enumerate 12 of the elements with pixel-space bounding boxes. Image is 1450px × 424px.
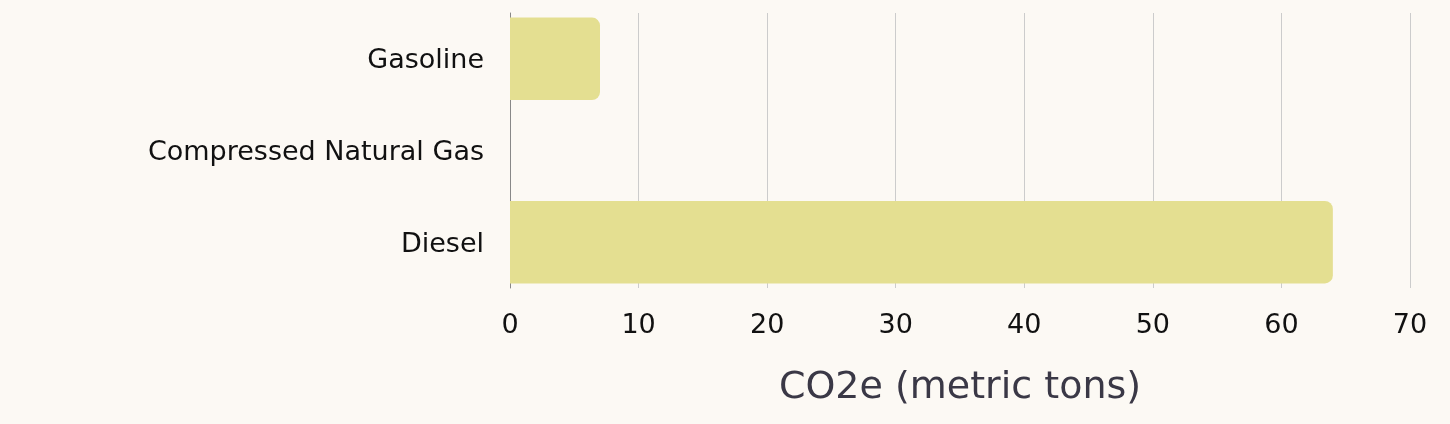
x-tick-label: 40 (1007, 308, 1042, 339)
x-tick-label: 70 (1392, 308, 1428, 339)
y-tick-label: Gasoline (367, 43, 484, 75)
x-tick-label: 0 (501, 308, 519, 339)
x-tick-label: 50 (1135, 308, 1171, 339)
x-axis-title: CO2e (metric tons) (778, 363, 1142, 407)
x-tick-label: 60 (1264, 308, 1299, 339)
x-tick-label: 20 (749, 308, 785, 339)
y-tick-label: Diesel (400, 226, 484, 258)
x-tick-label: 30 (878, 308, 913, 339)
y-tick-label: Compressed Natural Gas (147, 135, 484, 166)
x-tick-label: 10 (621, 308, 656, 339)
